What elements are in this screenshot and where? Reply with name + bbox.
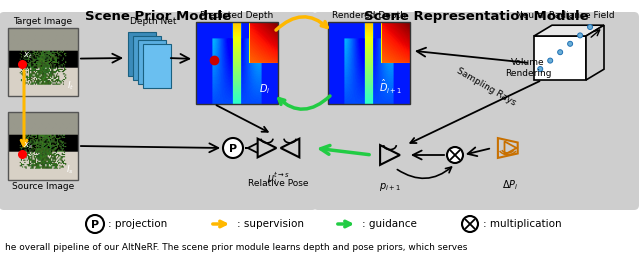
Text: $\hat{D}_{i+1}$: $\hat{D}_{i+1}$ (378, 78, 402, 96)
Text: P: P (229, 143, 237, 153)
Text: Predicted Depth: Predicted Depth (200, 11, 274, 20)
Text: $\Delta P_i$: $\Delta P_i$ (502, 178, 518, 192)
Text: $x_s$: $x_s$ (23, 141, 33, 151)
Text: : projection: : projection (108, 219, 167, 229)
Circle shape (223, 138, 243, 158)
Text: Relative Pose: Relative Pose (248, 179, 308, 188)
Text: : guidance: : guidance (362, 219, 417, 229)
Text: he overall pipeline of our AltNeRF. The scene prior module learns depth and pose: he overall pipeline of our AltNeRF. The … (5, 243, 467, 252)
Polygon shape (586, 25, 604, 80)
Circle shape (557, 50, 563, 55)
Circle shape (462, 216, 478, 232)
Circle shape (568, 41, 573, 46)
FancyBboxPatch shape (143, 44, 171, 88)
Circle shape (548, 58, 553, 63)
Text: $p_{i+1}$: $p_{i+1}$ (379, 181, 401, 193)
Text: Rendered Depth: Rendered Depth (332, 11, 406, 20)
Text: : supervision: : supervision (237, 219, 304, 229)
Circle shape (447, 147, 463, 163)
Text: Target Image: Target Image (13, 17, 72, 26)
FancyBboxPatch shape (534, 36, 586, 80)
Text: $I_s$: $I_s$ (66, 163, 74, 176)
FancyBboxPatch shape (0, 12, 317, 210)
Text: Volume
Rendering: Volume Rendering (505, 58, 551, 78)
Text: $x_t$: $x_t$ (23, 51, 33, 61)
Text: $\mu_i^{t\to s}$: $\mu_i^{t\to s}$ (267, 170, 290, 187)
FancyBboxPatch shape (138, 40, 166, 84)
Text: Scene Representation Module: Scene Representation Module (364, 10, 588, 23)
Circle shape (588, 24, 593, 30)
Circle shape (538, 67, 543, 71)
Text: Depth Net: Depth Net (130, 17, 176, 26)
Circle shape (577, 33, 582, 38)
Text: : multiplication: : multiplication (483, 219, 562, 229)
Text: Neural Radiance Field: Neural Radiance Field (516, 11, 614, 20)
Polygon shape (534, 25, 604, 36)
Text: $I_t$: $I_t$ (67, 79, 74, 92)
FancyBboxPatch shape (313, 12, 639, 210)
Text: $D_i$: $D_i$ (259, 82, 270, 96)
Text: Sampling Rays: Sampling Rays (455, 66, 517, 107)
FancyBboxPatch shape (128, 32, 156, 76)
FancyBboxPatch shape (133, 36, 161, 80)
Circle shape (86, 215, 104, 233)
Text: Source Image: Source Image (12, 182, 74, 191)
Text: P: P (91, 219, 99, 230)
Text: Scene Prior Module: Scene Prior Module (85, 10, 231, 23)
